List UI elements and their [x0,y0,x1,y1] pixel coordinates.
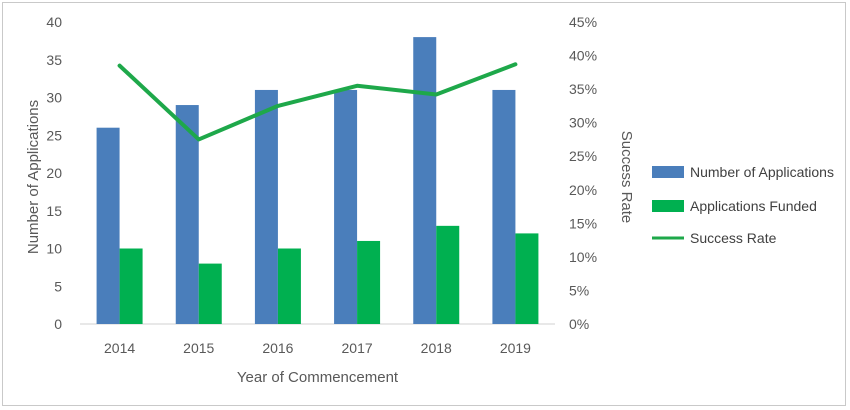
y-tick-label: 25 [46,127,62,143]
y2-tick-label: 45% [569,14,597,30]
legend-swatch [652,166,684,178]
bar-applications [96,127,120,324]
bar-funded [357,240,381,324]
success-rate-line [117,62,518,142]
y-tick-label: 35 [46,52,62,68]
legend-label: Number of Applications [690,164,834,180]
bar-applications [413,37,437,324]
y2-tick-label: 40% [569,48,597,64]
bar-applications [254,89,278,324]
bar-funded [119,248,143,324]
y-tick-label: 30 [46,90,62,106]
x-axis-title: Year of Commencement [237,369,399,386]
y2-tick-label: 35% [569,81,597,97]
y-tick-label: 20 [46,165,62,181]
line-series [117,62,518,142]
y-tick-label: 5 [54,278,62,294]
x-tick-label: 2014 [104,340,135,356]
legend-label: Applications Funded [690,198,817,214]
bar-funded [198,263,222,324]
y-tick-label: 10 [46,241,62,257]
x-axis-ticks: 2014 2015 2016 2017 2018 2019 [104,340,531,356]
y2-tick-label: 25% [569,148,597,164]
y2-tick-label: 5% [569,282,589,298]
y-axis-title: Number of Applications [25,100,42,254]
left-axis-ticks: 0 5 10 15 20 25 30 35 40 [46,14,62,332]
y2-tick-label: 15% [569,215,597,231]
legend: Number of Applications Applications Funde… [652,164,834,246]
y2-tick-label: 10% [569,249,597,265]
y2-tick-label: 30% [569,115,597,131]
y-tick-label: 40 [46,14,62,30]
x-tick-label: 2015 [183,340,214,356]
x-tick-label: 2017 [342,340,373,356]
y2-axis-title: Success Rate [618,131,635,224]
bar-applications [175,105,199,324]
legend-label: Success Rate [690,230,777,246]
x-tick-label: 2018 [421,340,452,356]
y2-tick-label: 0% [569,316,589,332]
legend-swatch [652,200,684,212]
bar-funded [277,248,301,324]
bars [96,37,539,324]
bar-applications [492,89,516,324]
bar-funded [515,233,539,324]
bar-funded [436,225,460,324]
y-tick-label: 15 [46,203,62,219]
right-axis-ticks: 0% 5% 10% 15% 20% 25% 30% 35% 40% 45% [569,14,597,332]
x-tick-label: 2016 [262,340,293,356]
y-tick-label: 0 [54,316,62,332]
bar-applications [334,89,358,324]
x-tick-label: 2019 [500,340,531,356]
y2-tick-label: 20% [569,182,597,198]
